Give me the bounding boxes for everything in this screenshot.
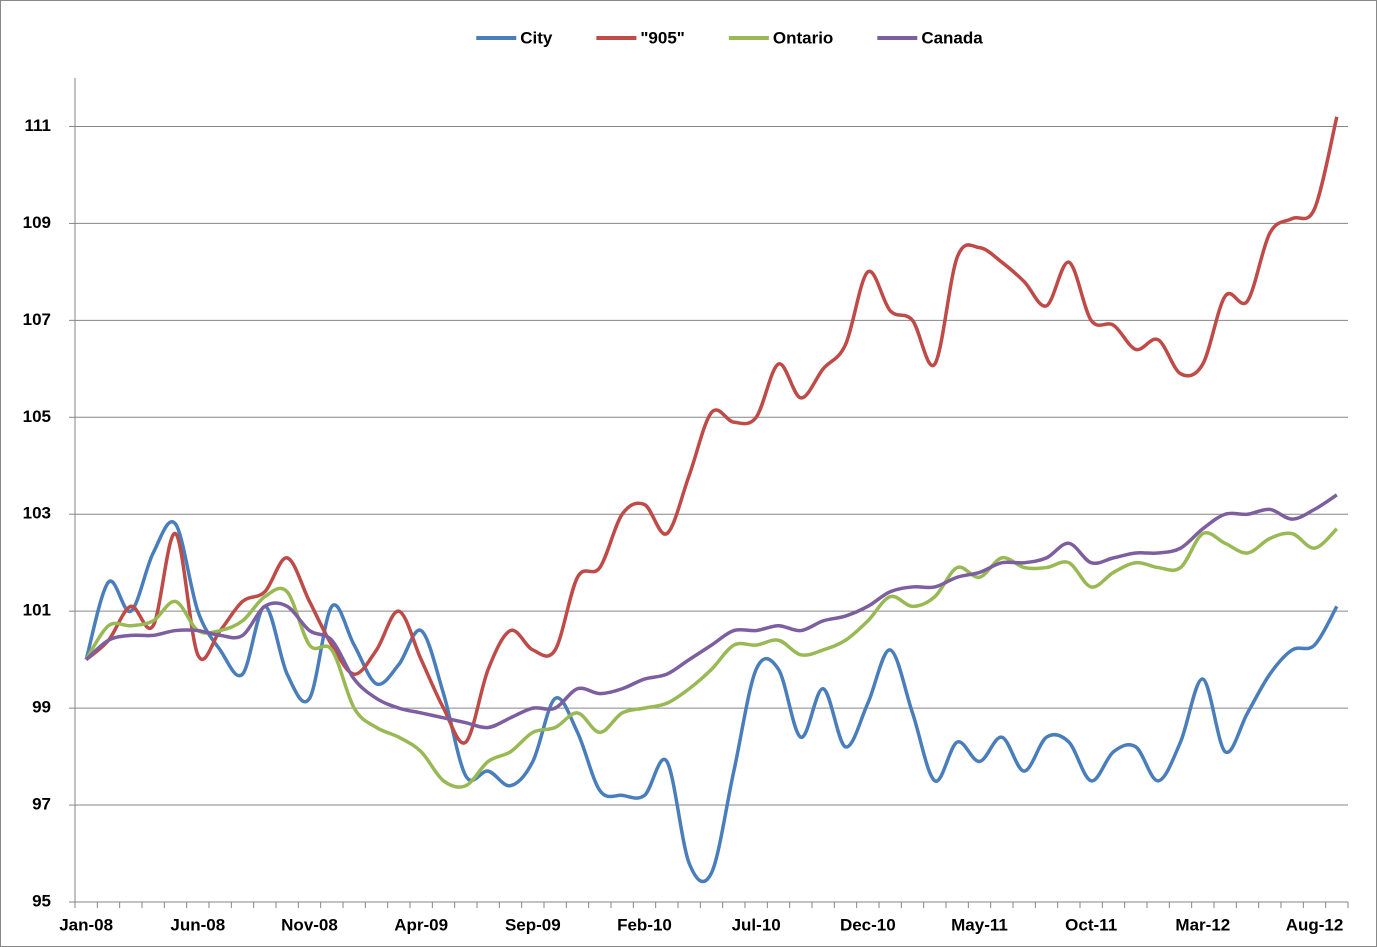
x-tick-label: Jan-08 bbox=[59, 915, 113, 934]
x-tick-label: Feb-10 bbox=[617, 915, 672, 934]
line-series bbox=[85, 116, 1339, 745]
x-tick-label: Jul-10 bbox=[732, 915, 781, 934]
x-tick-label: Dec-10 bbox=[840, 915, 896, 934]
y-tick-label: 107 bbox=[23, 310, 51, 329]
x-tick-label: Aug-12 bbox=[1286, 915, 1344, 934]
y-tick-label: 99 bbox=[32, 698, 51, 717]
x-tick-label: Apr-09 bbox=[394, 915, 448, 934]
legend-label: "905" bbox=[640, 28, 684, 47]
legend-label: Canada bbox=[921, 28, 983, 47]
line-series bbox=[84, 493, 1338, 730]
x-tick-label: Mar-12 bbox=[1175, 915, 1230, 934]
x-tick-label: Nov-08 bbox=[281, 915, 338, 934]
y-tick-label: 97 bbox=[32, 795, 51, 814]
y-tick-label: 103 bbox=[23, 504, 51, 523]
y-tick-label: 109 bbox=[23, 213, 51, 232]
x-tick-label: Oct-11 bbox=[1065, 915, 1117, 934]
y-tick-label: 111 bbox=[25, 116, 52, 135]
y-tick-label: 105 bbox=[23, 407, 51, 426]
y-tick-label: 101 bbox=[23, 601, 51, 620]
line-series bbox=[84, 527, 1339, 789]
x-tick-label: May-11 bbox=[951, 915, 1008, 934]
x-tick-label: Sep-09 bbox=[505, 915, 561, 934]
y-tick-label: 95 bbox=[32, 891, 51, 910]
line-series bbox=[84, 520, 1339, 884]
legend-label: Ontario bbox=[773, 28, 833, 47]
x-tick-label: Jun-08 bbox=[170, 915, 225, 934]
legend-label: City bbox=[520, 28, 553, 47]
